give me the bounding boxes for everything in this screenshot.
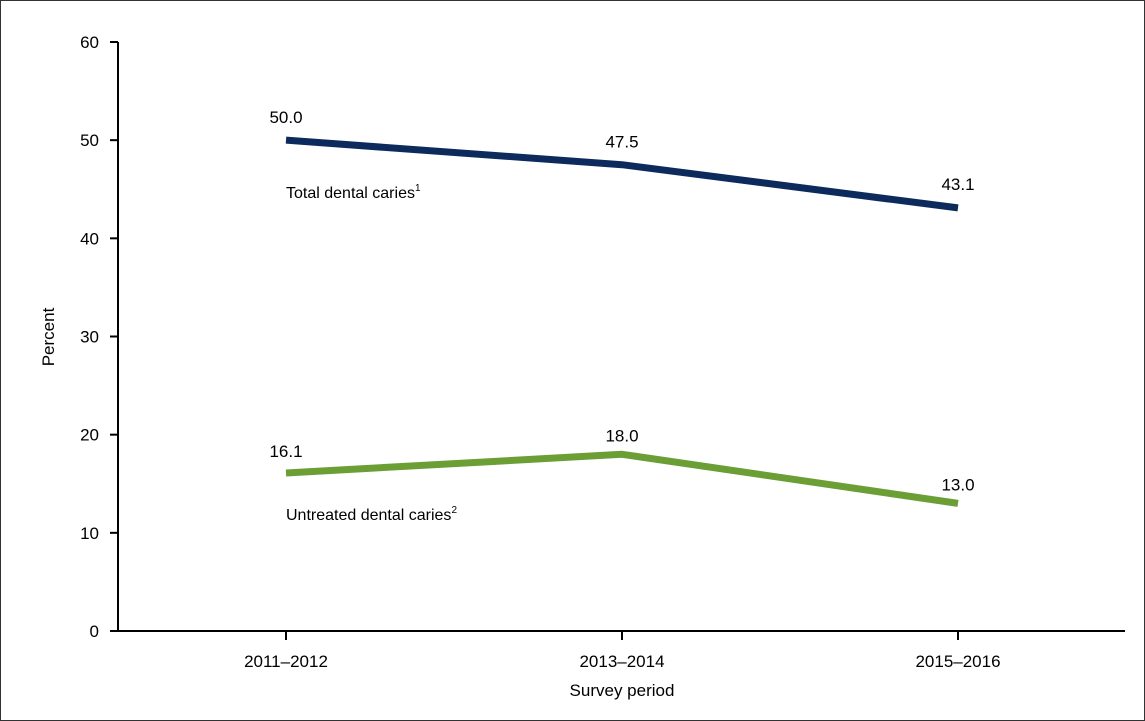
- data-label: 13.0: [941, 475, 974, 494]
- series-label: Total dental caries1: [286, 183, 421, 202]
- y-tick-label: 20: [80, 426, 99, 445]
- series-name: Untreated dental caries: [286, 507, 451, 524]
- series-footnote-marker: 1: [415, 183, 421, 194]
- series-name: Total dental caries: [286, 185, 415, 202]
- x-ticks: 2011–2012 2013–2014 2015–2016: [244, 631, 1001, 671]
- data-label: 43.1: [941, 175, 974, 194]
- series-footnote-marker: 2: [451, 505, 457, 516]
- series-line: [285, 450, 959, 507]
- data-label: 47.5: [605, 133, 638, 152]
- y-tick-label: 10: [80, 524, 99, 543]
- y-tick-label: 30: [80, 328, 99, 347]
- series-total-dental-caries: 50.0 47.5 43.1 Total dental caries1: [269, 108, 975, 212]
- y-axis-title: Percent: [39, 307, 58, 366]
- y-tick-label: 40: [80, 229, 99, 248]
- data-label: 18.0: [605, 426, 638, 445]
- y-tick-label: 60: [80, 33, 99, 52]
- x-tick-label: 2013–2014: [579, 652, 664, 671]
- x-axis-title: Survey period: [570, 681, 675, 700]
- x-tick-label: 2011–2012: [244, 652, 328, 671]
- series-label: Untreated dental caries2: [286, 505, 457, 524]
- series-untreated-dental-caries: 16.1 18.0 13.0 Untreated dental caries2: [269, 426, 974, 524]
- y-tick-label: 0: [90, 622, 99, 641]
- series-line: [285, 136, 959, 212]
- x-tick-label: 2015–2016: [915, 652, 1000, 671]
- series-group: 50.0 47.5 43.1 Total dental caries1 16.1 18.0…: [269, 108, 974, 524]
- y-tick-label: 50: [80, 131, 99, 150]
- axes: [117, 42, 1125, 632]
- y-ticks: 0 10 20 30 40 50 60: [80, 33, 118, 641]
- data-label: 16.1: [269, 442, 302, 461]
- data-label: 50.0: [269, 108, 302, 127]
